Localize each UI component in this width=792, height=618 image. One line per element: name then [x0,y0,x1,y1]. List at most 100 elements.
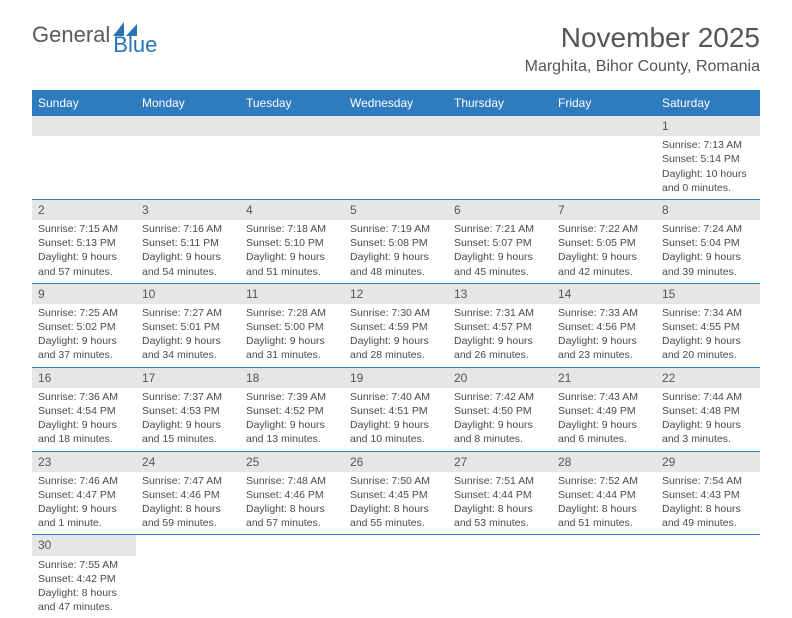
day-number: 27 [448,452,552,472]
day-body: Sunrise: 7:48 AMSunset: 4:46 PMDaylight:… [240,472,344,535]
daylight-line: Daylight: 9 hours and 31 minutes. [246,334,338,362]
weekday-header: Wednesday [344,90,448,116]
daylight-line: Daylight: 9 hours and 51 minutes. [246,250,338,278]
calendar: SundayMondayTuesdayWednesdayThursdayFrid… [32,90,760,618]
day-number: 12 [344,284,448,304]
calendar-cell [448,116,552,199]
sunrise-line: Sunrise: 7:37 AM [142,390,234,404]
calendar-cell: 1Sunrise: 7:13 AMSunset: 5:14 PMDaylight… [656,116,760,199]
day-body: Sunrise: 7:30 AMSunset: 4:59 PMDaylight:… [344,304,448,367]
day-body: Sunrise: 7:18 AMSunset: 5:10 PMDaylight:… [240,220,344,283]
sunset-line: Sunset: 5:11 PM [142,236,234,250]
day-number: 24 [136,452,240,472]
day-number: 30 [32,535,136,555]
weekday-header: Saturday [656,90,760,116]
weekday-header: Tuesday [240,90,344,116]
day-body: Sunrise: 7:40 AMSunset: 4:51 PMDaylight:… [344,388,448,451]
day-body: Sunrise: 7:24 AMSunset: 5:04 PMDaylight:… [656,220,760,283]
sunset-line: Sunset: 4:52 PM [246,404,338,418]
calendar-row: 16Sunrise: 7:36 AMSunset: 4:54 PMDayligh… [32,367,760,451]
day-body: Sunrise: 7:19 AMSunset: 5:08 PMDaylight:… [344,220,448,283]
month-title: November 2025 [525,22,760,54]
sunrise-line: Sunrise: 7:34 AM [662,306,754,320]
sunset-line: Sunset: 4:53 PM [142,404,234,418]
day-number: 25 [240,452,344,472]
day-body: Sunrise: 7:47 AMSunset: 4:46 PMDaylight:… [136,472,240,535]
day-body: Sunrise: 7:52 AMSunset: 4:44 PMDaylight:… [552,472,656,535]
day-body: Sunrise: 7:15 AMSunset: 5:13 PMDaylight:… [32,220,136,283]
sunrise-line: Sunrise: 7:44 AM [662,390,754,404]
weekday-header: Thursday [448,90,552,116]
calendar-row: 2Sunrise: 7:15 AMSunset: 5:13 PMDaylight… [32,199,760,283]
sunrise-line: Sunrise: 7:16 AM [142,222,234,236]
sunrise-line: Sunrise: 7:48 AM [246,474,338,488]
sunrise-line: Sunrise: 7:27 AM [142,306,234,320]
day-body: Sunrise: 7:22 AMSunset: 5:05 PMDaylight:… [552,220,656,283]
weekday-header: Monday [136,90,240,116]
location: Marghita, Bihor County, Romania [525,58,760,76]
sunset-line: Sunset: 4:50 PM [454,404,546,418]
sunrise-line: Sunrise: 7:18 AM [246,222,338,236]
daylight-line: Daylight: 9 hours and 39 minutes. [662,250,754,278]
calendar-cell: 17Sunrise: 7:37 AMSunset: 4:53 PMDayligh… [136,367,240,451]
day-number: 28 [552,452,656,472]
sunset-line: Sunset: 4:46 PM [142,488,234,502]
sunset-line: Sunset: 4:47 PM [38,488,130,502]
sunset-line: Sunset: 5:02 PM [38,320,130,334]
day-body: Sunrise: 7:37 AMSunset: 4:53 PMDaylight:… [136,388,240,451]
sunset-line: Sunset: 4:44 PM [558,488,650,502]
calendar-cell: 11Sunrise: 7:28 AMSunset: 5:00 PMDayligh… [240,283,344,367]
daylight-line: Daylight: 9 hours and 1 minute. [38,502,130,530]
calendar-cell [656,535,760,618]
daylight-line: Daylight: 8 hours and 57 minutes. [246,502,338,530]
sunrise-line: Sunrise: 7:54 AM [662,474,754,488]
daylight-line: Daylight: 9 hours and 54 minutes. [142,250,234,278]
sunset-line: Sunset: 4:46 PM [246,488,338,502]
sunrise-line: Sunrise: 7:40 AM [350,390,442,404]
day-number: 4 [240,200,344,220]
calendar-cell: 21Sunrise: 7:43 AMSunset: 4:49 PMDayligh… [552,367,656,451]
day-body: Sunrise: 7:36 AMSunset: 4:54 PMDaylight:… [32,388,136,451]
daylight-line: Daylight: 8 hours and 53 minutes. [454,502,546,530]
sunset-line: Sunset: 5:13 PM [38,236,130,250]
day-body: Sunrise: 7:28 AMSunset: 5:00 PMDaylight:… [240,304,344,367]
calendar-body: 1Sunrise: 7:13 AMSunset: 5:14 PMDaylight… [32,116,760,618]
day-number: 2 [32,200,136,220]
day-number: 17 [136,368,240,388]
calendar-cell: 29Sunrise: 7:54 AMSunset: 4:43 PMDayligh… [656,451,760,535]
calendar-cell [240,535,344,618]
sunset-line: Sunset: 5:04 PM [662,236,754,250]
empty-daynum [552,116,656,136]
sunrise-line: Sunrise: 7:21 AM [454,222,546,236]
calendar-cell: 26Sunrise: 7:50 AMSunset: 4:45 PMDayligh… [344,451,448,535]
sunrise-line: Sunrise: 7:39 AM [246,390,338,404]
calendar-row: 30Sunrise: 7:55 AMSunset: 4:42 PMDayligh… [32,535,760,618]
day-body: Sunrise: 7:21 AMSunset: 5:07 PMDaylight:… [448,220,552,283]
sunset-line: Sunset: 4:42 PM [38,572,130,586]
daylight-line: Daylight: 9 hours and 34 minutes. [142,334,234,362]
day-number: 29 [656,452,760,472]
sunrise-line: Sunrise: 7:25 AM [38,306,130,320]
day-body: Sunrise: 7:55 AMSunset: 4:42 PMDaylight:… [32,556,136,618]
day-body: Sunrise: 7:46 AMSunset: 4:47 PMDaylight:… [32,472,136,535]
daylight-line: Daylight: 9 hours and 42 minutes. [558,250,650,278]
sunset-line: Sunset: 5:10 PM [246,236,338,250]
calendar-cell: 12Sunrise: 7:30 AMSunset: 4:59 PMDayligh… [344,283,448,367]
day-body: Sunrise: 7:33 AMSunset: 4:56 PMDaylight:… [552,304,656,367]
sunset-line: Sunset: 4:59 PM [350,320,442,334]
sunset-line: Sunset: 4:57 PM [454,320,546,334]
calendar-cell [136,116,240,199]
daylight-line: Daylight: 9 hours and 13 minutes. [246,418,338,446]
day-body: Sunrise: 7:34 AMSunset: 4:55 PMDaylight:… [656,304,760,367]
day-number: 18 [240,368,344,388]
day-number: 8 [656,200,760,220]
day-number: 11 [240,284,344,304]
sunset-line: Sunset: 4:45 PM [350,488,442,502]
sunrise-line: Sunrise: 7:46 AM [38,474,130,488]
calendar-cell: 8Sunrise: 7:24 AMSunset: 5:04 PMDaylight… [656,199,760,283]
daylight-line: Daylight: 9 hours and 37 minutes. [38,334,130,362]
calendar-cell [448,535,552,618]
sunset-line: Sunset: 4:43 PM [662,488,754,502]
daylight-line: Daylight: 9 hours and 6 minutes. [558,418,650,446]
calendar-cell: 7Sunrise: 7:22 AMSunset: 5:05 PMDaylight… [552,199,656,283]
